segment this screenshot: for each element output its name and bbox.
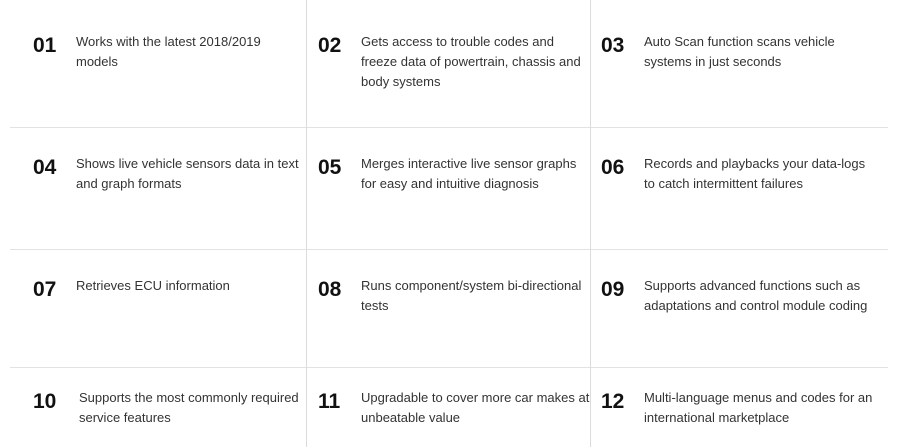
feature-item: 07 Retrieves ECU information — [33, 276, 306, 302]
feature-number: 04 — [33, 156, 57, 179]
feature-text: Upgradable to cover more car makes at un… — [361, 390, 590, 425]
column-divider — [590, 0, 591, 447]
feature-text: Supports the most commonly required serv… — [79, 390, 299, 425]
feature-item: 05 Merges interactive live sensor graphs … — [318, 154, 591, 194]
feature-number: 03 — [601, 34, 625, 57]
feature-item: 08 Runs component/system bi-directional t… — [318, 276, 591, 316]
feature-item: 06 Records and playbacks your data-logs t… — [601, 154, 874, 194]
row-divider — [10, 249, 888, 250]
feature-number: 05 — [318, 156, 342, 179]
feature-number: 02 — [318, 34, 342, 57]
feature-text: Merges interactive live sensor graphs fo… — [361, 156, 577, 191]
feature-text: Gets access to trouble codes and freeze … — [361, 34, 581, 89]
feature-number: 01 — [33, 34, 57, 57]
feature-item: 11 Upgradable to cover more car makes at … — [318, 388, 591, 428]
feature-item: 09 Supports advanced functions such as ad… — [601, 276, 874, 316]
feature-text: Works with the latest 2018/2019 models — [76, 34, 261, 69]
feature-text: Runs component/system bi-directional tes… — [361, 278, 582, 313]
feature-item: 01 Works with the latest 2018/2019 models — [33, 32, 306, 72]
feature-text: Supports advanced functions such as adap… — [644, 278, 868, 313]
feature-text: Records and playbacks your data-logs to … — [644, 156, 866, 191]
feature-text: Multi-language menus and codes for an in… — [644, 390, 873, 425]
feature-number: 11 — [318, 390, 341, 413]
feature-number: 07 — [33, 278, 57, 301]
feature-item: 10 Supports the most commonly required se… — [33, 388, 309, 428]
feature-text: Shows live vehicle sensors data in text … — [76, 156, 299, 191]
feature-number: 09 — [601, 278, 625, 301]
feature-number: 08 — [318, 278, 342, 301]
feature-item: 03 Auto Scan function scans vehicle syste… — [601, 32, 874, 72]
feature-number: 06 — [601, 156, 625, 179]
row-divider — [10, 367, 888, 368]
feature-item: 02 Gets access to trouble codes and freez… — [318, 32, 591, 92]
column-divider — [306, 0, 307, 447]
feature-item: 04 Shows live vehicle sensors data in tex… — [33, 154, 306, 194]
row-divider — [10, 127, 888, 128]
feature-number: 12 — [601, 390, 625, 413]
feature-item: 12 Multi-language menus and codes for an … — [601, 388, 874, 428]
feature-text: Retrieves ECU information — [76, 278, 230, 293]
feature-number: 10 — [33, 390, 57, 413]
feature-text: Auto Scan function scans vehicle systems… — [644, 34, 835, 69]
